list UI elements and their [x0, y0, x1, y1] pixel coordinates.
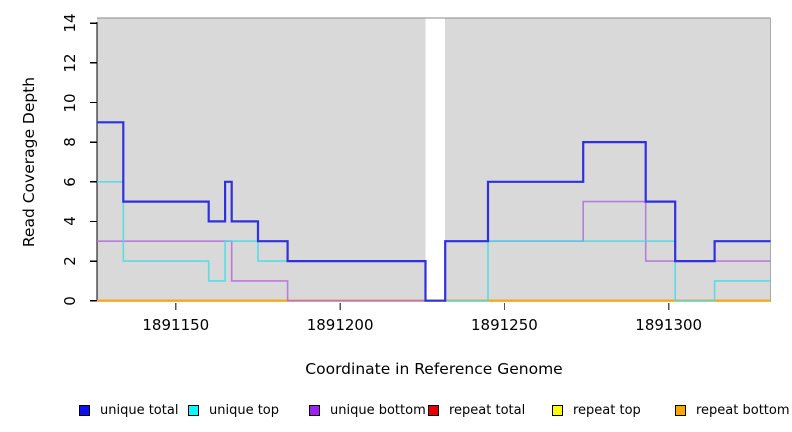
legend-item-repeat-bottom: repeat bottom	[675, 402, 790, 418]
legend-label: unique bottom	[330, 402, 426, 418]
y-tick-label: 6	[61, 177, 79, 187]
x-tick-label: 1891250	[470, 316, 538, 334]
legend-swatch-icon	[552, 404, 563, 416]
y-tick-label: 8	[61, 137, 79, 147]
series-line-unique-total	[97, 121, 771, 302]
x-tick-label: 1891200	[306, 316, 374, 334]
x-tick-label: 1891300	[635, 316, 703, 334]
legend-swatch-icon	[428, 404, 439, 416]
y-tick-label: 2	[61, 256, 79, 266]
legend-swatch-icon	[79, 404, 90, 416]
legend-item-repeat-top: repeat top	[552, 402, 641, 418]
x-tick-label: 1891150	[142, 316, 210, 334]
x-axis-label: Coordinate in Reference Genome	[305, 360, 563, 378]
legend-item-repeat-total: repeat total	[428, 402, 525, 418]
legend-label: unique top	[209, 402, 280, 418]
legend-swatch-icon	[188, 404, 199, 416]
plot-background	[445, 18, 771, 302]
legend-swatch-icon	[675, 404, 686, 416]
y-tick-label: 10	[61, 92, 79, 113]
y-tick-label: 12	[61, 53, 79, 73]
legend-label: unique total	[100, 402, 179, 418]
legend-label: repeat top	[573, 402, 641, 418]
legend-label: repeat bottom	[696, 402, 790, 418]
legend-item-unique-top: unique top	[188, 402, 279, 418]
y-tick-label: 4	[61, 216, 79, 227]
y-tick-label: 0	[61, 295, 79, 306]
y-axis-label: Read Coverage Depth	[20, 76, 38, 248]
legend-label: repeat total	[449, 402, 526, 418]
legend-swatch-icon	[309, 404, 320, 416]
legend-item-unique-bottom: unique bottom	[309, 402, 426, 418]
legend-item-unique-total: unique total	[79, 402, 178, 418]
plot-background	[97, 18, 426, 302]
y-tick-label: 14	[61, 13, 79, 33]
